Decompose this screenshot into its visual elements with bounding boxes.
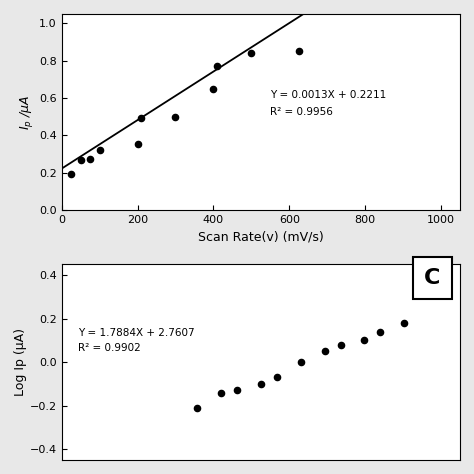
Point bbox=[401, 319, 408, 327]
Point bbox=[297, 358, 304, 366]
X-axis label: Scan Rate(v) (mV/s): Scan Rate(v) (mV/s) bbox=[198, 230, 324, 243]
Text: Y = 0.0013X + 0.2211: Y = 0.0013X + 0.2211 bbox=[270, 90, 387, 100]
Point bbox=[86, 155, 94, 163]
Text: R² = 0.9956: R² = 0.9956 bbox=[270, 107, 333, 117]
Point bbox=[273, 374, 281, 381]
Point bbox=[337, 341, 345, 348]
Point bbox=[233, 387, 241, 394]
Point bbox=[137, 115, 145, 122]
Point bbox=[377, 328, 384, 336]
Point bbox=[295, 47, 302, 55]
Text: R² = 0.9902: R² = 0.9902 bbox=[78, 343, 140, 353]
Point bbox=[210, 85, 217, 92]
Y-axis label: Log Ip (μA): Log Ip (μA) bbox=[14, 328, 27, 396]
Point bbox=[67, 171, 75, 178]
Text: Y = 1.7884X + 2.7607: Y = 1.7884X + 2.7607 bbox=[78, 328, 194, 338]
Point bbox=[193, 404, 201, 411]
Point bbox=[172, 113, 179, 120]
Point bbox=[321, 347, 328, 355]
Point bbox=[361, 337, 368, 344]
Point bbox=[217, 389, 225, 396]
Point bbox=[134, 140, 141, 147]
Text: C: C bbox=[424, 268, 440, 288]
Point bbox=[213, 63, 221, 70]
Point bbox=[257, 380, 264, 388]
Y-axis label: $I_p$ /μA: $I_p$ /μA bbox=[18, 94, 35, 129]
Point bbox=[77, 156, 84, 164]
Point bbox=[96, 146, 103, 154]
Point bbox=[247, 49, 255, 57]
